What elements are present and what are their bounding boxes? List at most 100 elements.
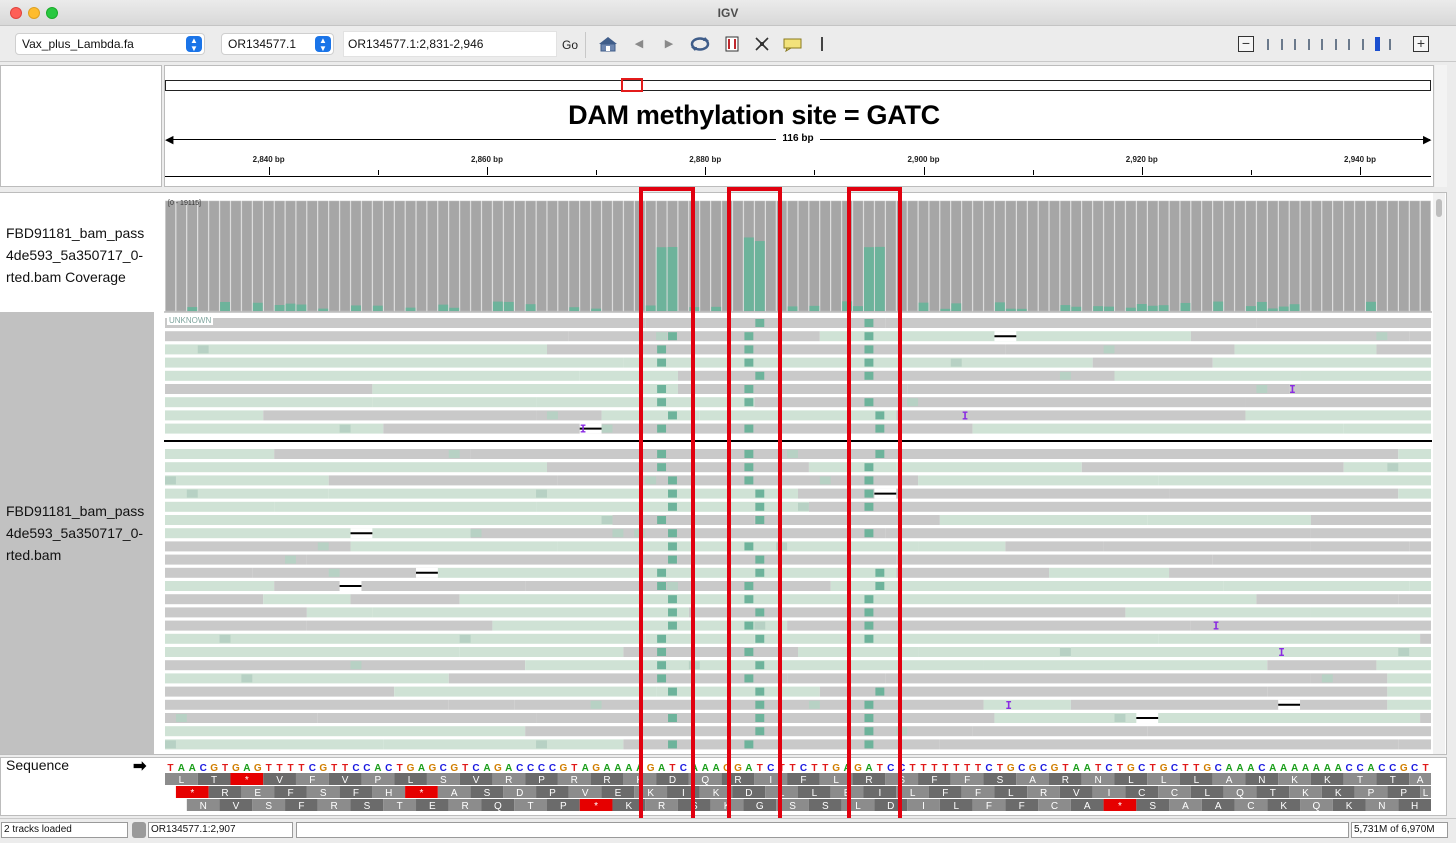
chromosome-dropdown[interactable]: OR134577.1 ▲ ▼: [221, 33, 334, 55]
coverage-bar: [1136, 200, 1147, 312]
read-segment: [1256, 318, 1431, 328]
sequence-base: C: [800, 763, 807, 774]
coverage-bar: [459, 200, 471, 312]
amino-acid-cell: [1027, 786, 1060, 798]
zoom-in-button[interactable]: +: [1413, 36, 1429, 52]
read-segment: [165, 607, 307, 618]
coverage-bar: [732, 200, 744, 312]
zoom-level-tick[interactable]: [1334, 39, 1337, 50]
data-panel-scrollbar[interactable]: [1433, 193, 1445, 754]
refresh-icon[interactable]: [689, 36, 711, 52]
coverage-bar: [176, 200, 187, 312]
modification-mark: [165, 740, 176, 749]
sequence-track-name[interactable]: Sequence: [6, 757, 70, 773]
read-segment: [274, 449, 471, 459]
minimize-window-button[interactable]: [28, 7, 40, 19]
coverage-bar: [525, 200, 536, 312]
zoom-level-tick[interactable]: [1267, 39, 1269, 50]
methylation-mark: [657, 385, 667, 393]
genome-dropdown[interactable]: Vax_plus_Lambda.fa ▲ ▼: [15, 33, 205, 55]
coverage-bar: [492, 200, 504, 312]
resize-icon[interactable]: [753, 36, 771, 52]
read-segment: [165, 686, 395, 697]
amino-acid-cell: [285, 799, 318, 811]
alignment-track-name[interactable]: FBD91181_bam_pass 4de593_5a350717_0- rte…: [6, 500, 144, 566]
amino-acid-label: R: [1062, 775, 1069, 786]
amino-acid-cell: [295, 773, 329, 785]
data-panel-scroll-thumb[interactable]: [1436, 199, 1442, 217]
sequence-base: C: [1040, 763, 1047, 774]
insertion-marker: I: [1289, 383, 1296, 396]
sequence-base: G: [450, 763, 458, 774]
zoom-level-tick[interactable]: [1280, 39, 1283, 50]
zoom-level-tick[interactable]: [1294, 39, 1296, 50]
tracks-canvas[interactable]: I I I I I I: [164, 193, 1432, 754]
read-segment: [1147, 726, 1431, 737]
sequence-base: T: [920, 763, 926, 774]
amino-acid-cell: [568, 786, 602, 798]
coverage-bar: [1180, 200, 1191, 312]
region-of-interest-icon[interactable]: [723, 36, 741, 52]
close-window-button[interactable]: [10, 7, 22, 19]
coverage-track-name-line: rted.bam Coverage: [6, 269, 126, 285]
popup-info-icon[interactable]: [783, 36, 802, 53]
coverage-bar: [219, 200, 231, 312]
strand-arrow-icon[interactable]: ➡: [133, 758, 147, 775]
status-message: [296, 822, 1349, 838]
sequence-base: T: [910, 763, 916, 774]
forward-icon[interactable]: ▶: [664, 38, 674, 50]
zoom-out-button[interactable]: −: [1238, 36, 1254, 52]
genome-dropdown-value: Vax_plus_Lambda.fa: [22, 37, 134, 51]
chromosome-ideogram[interactable]: [165, 80, 1431, 91]
methylation-mark: [668, 595, 677, 604]
zoom-level-tick[interactable]: [1321, 39, 1323, 50]
locus-search-input[interactable]: [343, 31, 557, 57]
read-segment: [1300, 370, 1431, 381]
zoom-level-tick[interactable]: [1348, 39, 1350, 50]
modification-mark: [241, 674, 253, 683]
home-icon[interactable]: [597, 36, 619, 52]
read-segment: [1212, 357, 1431, 368]
zoom-level-tick[interactable]: [1307, 39, 1310, 50]
coverage-methylated-fill: [503, 301, 514, 311]
amino-acid-cell: [1387, 786, 1421, 798]
back-icon[interactable]: ◀: [634, 38, 644, 50]
coverage-bar: [972, 200, 984, 312]
sequence-base: A: [713, 763, 720, 774]
methylation-mark: [864, 714, 874, 722]
coverage-bar: [1027, 200, 1038, 312]
read-segment: [1049, 567, 1170, 578]
read-segment: [601, 410, 700, 421]
amino-acid-cell: [339, 786, 373, 798]
zoom-level-tick[interactable]: [1375, 37, 1380, 51]
zoom-level-tick[interactable]: [1388, 39, 1391, 50]
read-segment: [896, 567, 1050, 578]
sequence-base: C: [1346, 763, 1353, 774]
amino-acid-label: L: [812, 788, 818, 799]
amino-acid-cell: [1245, 773, 1279, 785]
amino-acid-label: I: [769, 775, 772, 786]
amino-acid-label: R: [331, 801, 338, 812]
read-segment: [165, 462, 547, 473]
maximize-window-button[interactable]: [46, 7, 58, 19]
amino-acid-label: F: [975, 788, 981, 799]
amino-acid-label: K: [1335, 788, 1342, 799]
amino-acid-label: F: [353, 788, 359, 799]
amino-acid-cell: [1059, 786, 1093, 798]
amino-acid-cell: [907, 799, 940, 811]
modification-mark: [798, 502, 809, 511]
zoom-level-tick[interactable]: [1361, 39, 1364, 50]
coverage-bar: [328, 200, 340, 312]
modification-mark: [1059, 648, 1071, 656]
modification-mark: [1321, 674, 1333, 683]
coverage-track-name[interactable]: FBD91181_bam_pass 4de593_5a350717_0- rte…: [6, 222, 144, 288]
header-scrollbar[interactable]: [1435, 65, 1447, 187]
amino-acid-cell: [1201, 799, 1235, 811]
methylation-mark: [755, 727, 765, 736]
zoom-slider[interactable]: [1263, 36, 1407, 52]
ruler-tick: [486, 167, 488, 175]
go-button[interactable]: Go: [562, 38, 579, 52]
track-data-area[interactable]: I I I I I I: [164, 193, 1432, 754]
sequence-base: G: [1400, 763, 1408, 774]
